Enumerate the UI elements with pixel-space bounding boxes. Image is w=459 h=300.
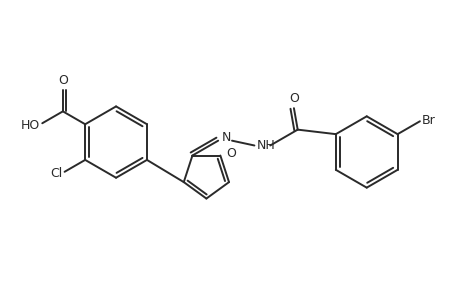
Text: Cl: Cl — [50, 167, 62, 180]
Text: N: N — [222, 131, 231, 144]
Text: NH: NH — [256, 139, 274, 152]
Text: HO: HO — [21, 119, 40, 132]
Text: O: O — [58, 74, 67, 87]
Text: Br: Br — [421, 114, 435, 127]
Text: O: O — [288, 92, 298, 105]
Text: O: O — [226, 147, 235, 160]
